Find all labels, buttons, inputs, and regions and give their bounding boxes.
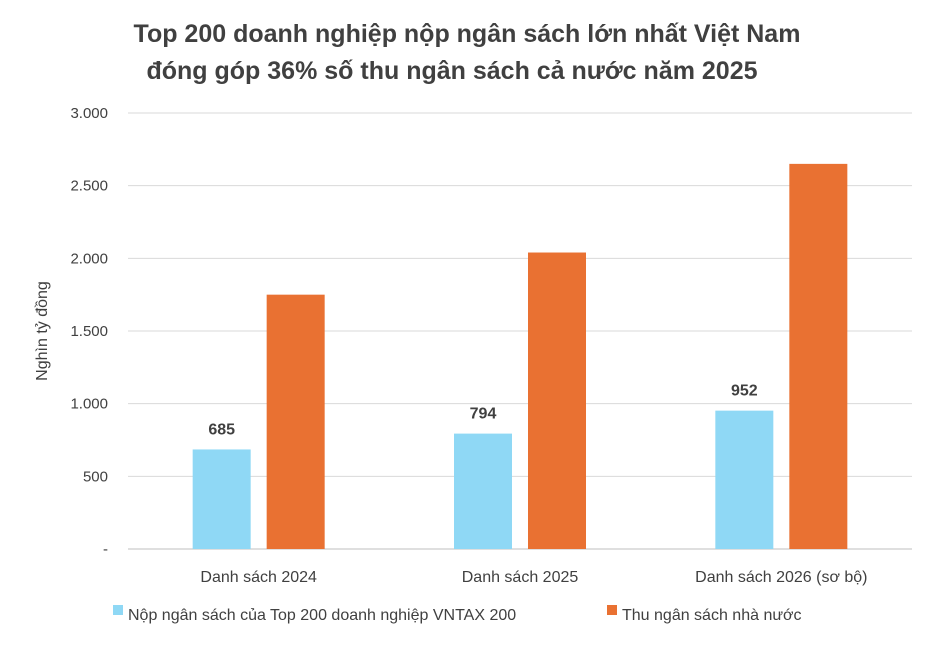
x-category-label: Danh sách 2026 (sơ bộ) [695,569,867,586]
y-tick-label: 500 [83,468,108,485]
legend-label-series-2: Thu ngân sách nhà nước [622,607,802,624]
y-tick-label: 3.000 [70,105,108,122]
bar-series-2 [789,163,848,549]
x-category-label: Danh sách 2024 [200,569,317,586]
y-axis-title: Nghìn tỷ đồng [34,281,51,381]
data-labels: 685 794 952 [208,383,757,439]
y-tick-label: 1.000 [70,396,108,413]
bar-series-2 [266,294,325,549]
bars [192,163,848,549]
y-tick-label: 2.000 [70,250,108,267]
data-label-series-1: 685 [208,421,235,438]
y-tick-label: 2.500 [70,178,108,195]
y-tick-label: 1.500 [70,323,108,340]
y-axis-ticks: - 500 1.000 1.500 2.000 2.500 3.000 [70,105,108,558]
legend-swatch-series-2 [607,605,617,615]
bar-series-2 [528,252,586,549]
bar-series-1 [454,433,512,549]
x-category-label: Danh sách 2025 [462,569,579,586]
x-axis-categories: Danh sách 2024 Danh sách 2025 Danh sách 20… [200,569,867,586]
legend-swatch-series-1 [113,605,123,615]
legend: Nộp ngân sách của Top 200 doanh nghiệp V… [113,605,802,624]
bar-series-1 [715,410,774,549]
bar-series-1 [192,449,251,549]
y-tick-label: - [103,541,108,558]
data-label-series-1: 794 [470,406,497,423]
chart-title-line-2: đóng góp 36% số thu ngân sách cả nước nă… [146,57,757,85]
legend-label-series-1: Nộp ngân sách của Top 200 doanh nghiệp V… [128,607,516,624]
data-label-series-1: 952 [731,383,758,400]
gridlines [128,112,912,550]
chart-title-line-1: Top 200 doanh nghiệp nộp ngân sách lớn n… [134,20,801,48]
